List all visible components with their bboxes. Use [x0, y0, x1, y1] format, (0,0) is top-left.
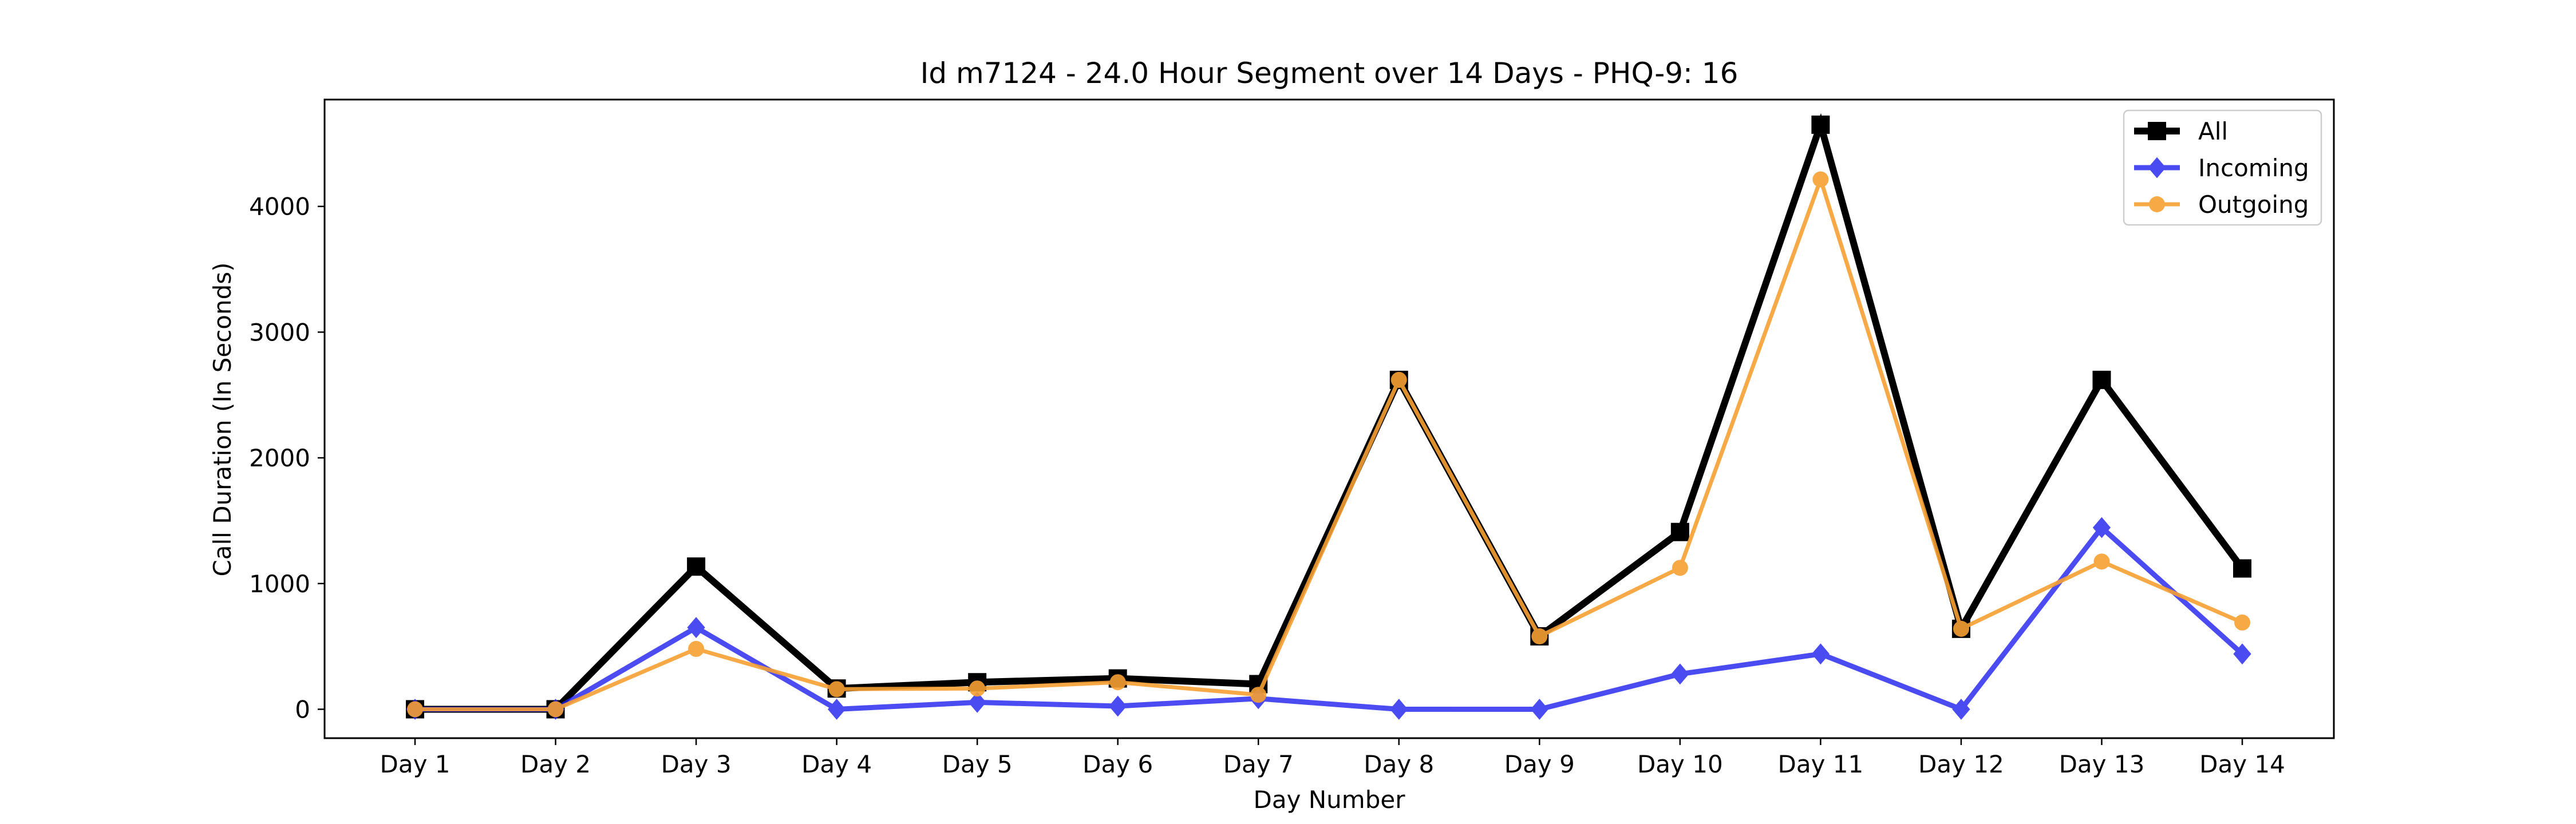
y-tick-label: 2000 — [249, 444, 310, 472]
legend-box — [2123, 109, 2322, 226]
series-line-incoming — [415, 524, 2245, 712]
legend: All Incoming Outgoing — [2123, 109, 2322, 226]
data-point-incoming — [1811, 643, 1830, 665]
data-point-incoming — [2092, 517, 2111, 538]
x-tick-label: Day 8 — [1364, 750, 1434, 778]
plot-lines — [406, 113, 2251, 720]
series-line-outgoing — [415, 173, 2243, 711]
y-tick-label: 3000 — [249, 318, 310, 346]
legend-entry-all — [2134, 122, 2180, 140]
data-point-outgoing — [547, 701, 564, 718]
x-tick-label: Day 14 — [2199, 750, 2285, 778]
x-tick-label: Day 13 — [2059, 750, 2145, 778]
x-tick-label: Day 1 — [380, 750, 450, 778]
data-point-incoming — [1671, 663, 1689, 685]
x-tick-label: Day 11 — [1778, 750, 1864, 778]
data-point-all — [687, 557, 706, 576]
data-point-outgoing — [2234, 614, 2250, 631]
data-point-outgoing — [1672, 560, 1688, 576]
x-tick-label: Day 2 — [520, 750, 591, 778]
x-tick-label: Day 5 — [942, 750, 1013, 778]
x-tick-label: Day 4 — [801, 750, 872, 778]
legend-marker-outgoing — [2149, 196, 2165, 212]
data-point-outgoing — [969, 680, 986, 697]
x-tick-label: Day 10 — [1637, 750, 1723, 778]
data-point-incoming — [1530, 699, 1548, 720]
data-point-all — [1670, 522, 1689, 541]
data-point-incoming — [2233, 643, 2251, 665]
y-tick-label: 1000 — [249, 570, 310, 598]
data-point-incoming — [1390, 699, 1408, 720]
y-axis-label: Call Duration (In Seconds) — [208, 262, 236, 576]
y-tick-label: 4000 — [249, 193, 310, 221]
x-tick-label: Day 7 — [1223, 750, 1294, 778]
data-point-outgoing — [1250, 687, 1267, 703]
x-tick-label: Day 12 — [1918, 750, 2004, 778]
x-axis-label: Day Number — [1253, 786, 1405, 814]
data-point-incoming — [968, 691, 986, 713]
data-point-outgoing — [828, 681, 845, 698]
data-point-outgoing — [1390, 371, 1407, 388]
data-point-all — [2092, 370, 2111, 389]
data-point-outgoing — [1531, 628, 1548, 645]
data-point-incoming — [687, 617, 705, 639]
data-point-outgoing — [1812, 171, 1829, 188]
series-outgoing — [407, 171, 2250, 718]
x-tick-label: Day 3 — [661, 750, 732, 778]
x-tick-label: Day 6 — [1082, 750, 1153, 778]
data-point-outgoing — [407, 701, 423, 718]
legend-label-all: All — [2198, 117, 2228, 145]
y-tick-label: 0 — [295, 695, 310, 723]
data-point-all — [2233, 559, 2251, 578]
x-tick-label: Day 9 — [1504, 750, 1575, 778]
data-point-incoming — [1109, 695, 1127, 717]
data-point-outgoing — [2093, 553, 2110, 570]
legend-entry-outgoing — [2134, 196, 2180, 212]
data-point-all — [1811, 115, 1830, 134]
legend-label-incoming: Incoming — [2198, 154, 2309, 182]
plot-frame — [323, 98, 2335, 739]
data-point-incoming — [827, 699, 846, 720]
data-point-outgoing — [1953, 620, 1969, 637]
series-line-all — [415, 113, 2245, 713]
legend-entry-incoming — [2134, 157, 2180, 179]
data-point-outgoing — [1109, 674, 1126, 691]
data-point-outgoing — [688, 641, 705, 657]
legend-marker-incoming — [2148, 157, 2166, 179]
legend-label-outgoing: Outgoing — [2198, 191, 2309, 219]
axis-ticks: Day 1 Day 2 Day 3 Day 4 Day 5 Day 6 Day 7 Day 8… — [249, 193, 2285, 778]
chart-title: Id m7124 - 24.0 Hour Segment over 14 Day… — [920, 57, 1739, 90]
legend-marker-all — [2148, 122, 2166, 140]
data-point-incoming — [1952, 699, 1970, 720]
